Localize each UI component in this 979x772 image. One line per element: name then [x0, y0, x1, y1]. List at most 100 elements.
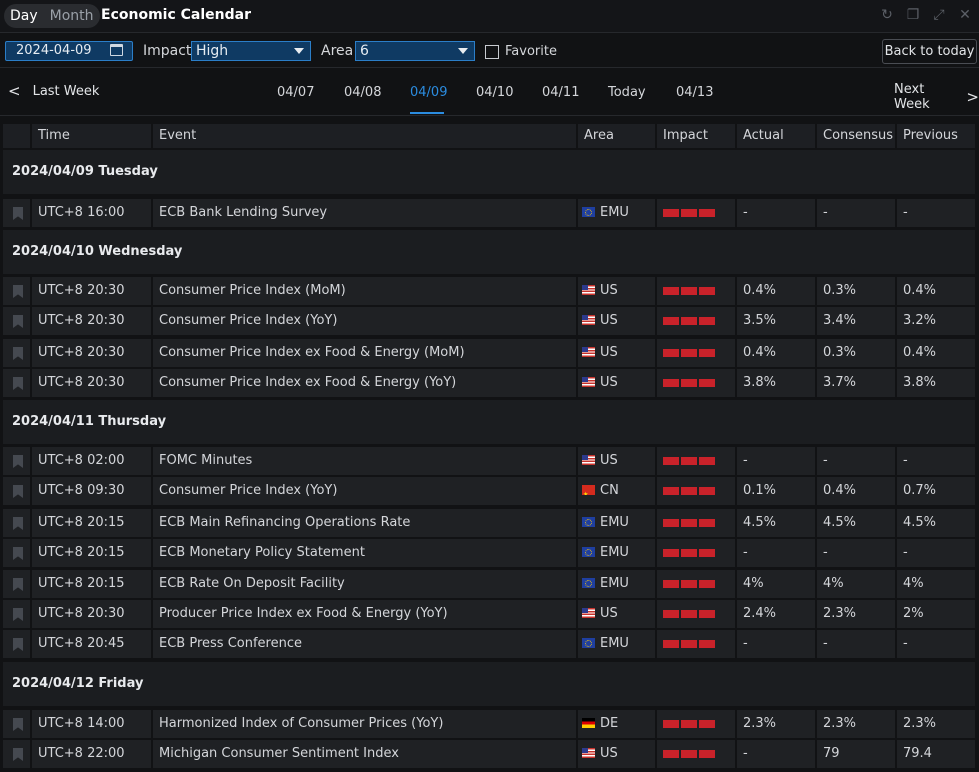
table-row[interactable]: UTC+8 20:30 Producer Price Index ex Food …: [3, 600, 975, 628]
bookmark-icon[interactable]: [13, 377, 23, 390]
favorite-label: Favorite: [505, 44, 557, 59]
table-row[interactable]: UTC+8 22:00 Michigan Consumer Sentiment I…: [3, 740, 975, 768]
impact-bar: [663, 287, 679, 295]
actual-cell: 0.4%: [737, 277, 817, 305]
event-cell[interactable]: Michigan Consumer Sentiment Index: [153, 740, 578, 768]
day-tab-today[interactable]: Today: [608, 85, 646, 100]
event-cell[interactable]: FOMC Minutes: [153, 447, 578, 475]
event-cell[interactable]: Consumer Price Index ex Food & Energy (M…: [153, 339, 578, 367]
date-picker[interactable]: 2024-04-09: [5, 41, 133, 61]
impact-select-value: High: [196, 43, 229, 59]
impact-bar: [681, 287, 697, 295]
impact-bar: [681, 580, 697, 588]
month-view-button[interactable]: Month: [49, 8, 94, 24]
refresh-icon[interactable]: ↻: [881, 7, 893, 23]
date-section-header: 2024/04/11 Thursday: [3, 400, 975, 444]
event-cell[interactable]: ECB Main Refinancing Operations Rate: [153, 509, 578, 537]
day-tab[interactable]: 04/13: [676, 85, 714, 100]
bookmark-cell: [3, 740, 32, 768]
consensus-cell: 3.7%: [817, 369, 897, 397]
impact-bar: [699, 487, 715, 495]
table-row[interactable]: UTC+8 20:30 Consumer Price Index ex Food …: [3, 369, 975, 397]
consensus-cell: 4%: [817, 570, 897, 598]
previous-cell: 4.5%: [897, 509, 975, 537]
impact-bar: [663, 549, 679, 557]
bookmark-icon[interactable]: [13, 207, 23, 220]
back-to-today-button[interactable]: Back to today: [882, 39, 977, 64]
checkbox-icon[interactable]: [485, 44, 499, 59]
day-view-button[interactable]: Day: [10, 8, 38, 24]
bookmark-icon[interactable]: [13, 455, 23, 468]
previous-cell: 3.8%: [897, 369, 975, 397]
event-cell[interactable]: ECB Press Conference: [153, 630, 578, 658]
event-cell[interactable]: ECB Rate On Deposit Facility: [153, 570, 578, 598]
impact-bar: [663, 209, 679, 217]
bookmark-icon[interactable]: [13, 285, 23, 298]
bookmark-icon[interactable]: [13, 608, 23, 621]
table-row[interactable]: UTC+8 14:00 Harmonized Index of Consumer …: [3, 710, 975, 738]
restore-icon[interactable]: ❐: [906, 7, 920, 23]
expand-icon[interactable]: ⤢: [933, 7, 945, 23]
bookmark-icon[interactable]: [13, 638, 23, 651]
consensus-cell: -: [817, 630, 897, 658]
close-icon[interactable]: ✕: [959, 7, 971, 23]
bookmark-icon[interactable]: [13, 485, 23, 498]
day-tab[interactable]: 04/10: [476, 85, 514, 100]
impact-bar: [681, 610, 697, 618]
bookmark-icon[interactable]: [13, 315, 23, 328]
day-tab[interactable]: 04/07: [277, 85, 315, 100]
impact-select[interactable]: High: [191, 41, 311, 61]
impact-cell: [657, 539, 737, 567]
impact-cell: [657, 740, 737, 768]
calendar-icon[interactable]: [110, 44, 123, 56]
event-cell[interactable]: Producer Price Index ex Food & Energy (Y…: [153, 600, 578, 628]
area-cell: EMU: [578, 570, 657, 598]
table-row[interactable]: UTC+8 20:15 ECB Main Refinancing Operatio…: [3, 509, 975, 537]
eu-flag-icon: [582, 207, 595, 217]
us-flag-icon: [582, 455, 595, 465]
us-flag-icon: [582, 285, 595, 295]
table-row[interactable]: UTC+8 16:00 ECB Bank Lending Survey EMU - - -: [3, 199, 975, 227]
consensus-cell: 79: [817, 740, 897, 768]
event-cell[interactable]: ECB Monetary Policy Statement: [153, 539, 578, 567]
bookmark-icon[interactable]: [13, 748, 23, 761]
bookmark-cell: [3, 477, 32, 505]
impact-bar: [681, 549, 697, 557]
event-cell[interactable]: ECB Bank Lending Survey: [153, 199, 578, 227]
table-row[interactable]: UTC+8 02:00 FOMC Minutes US - - -: [3, 447, 975, 475]
last-week-button[interactable]: < Last Week: [8, 82, 99, 100]
event-cell[interactable]: Consumer Price Index (MoM): [153, 277, 578, 305]
day-tab[interactable]: 04/11: [542, 85, 580, 100]
bookmark-icon[interactable]: [13, 547, 23, 560]
bookmark-icon[interactable]: [13, 517, 23, 530]
event-cell[interactable]: Consumer Price Index (YoY): [153, 477, 578, 505]
table-row[interactable]: UTC+8 20:30 Consumer Price Index ex Food …: [3, 339, 975, 367]
event-cell[interactable]: Harmonized Index of Consumer Prices (YoY…: [153, 710, 578, 738]
header-event: Event: [153, 124, 578, 148]
day-tab[interactable]: 04/08: [344, 85, 382, 100]
consensus-cell: 4.5%: [817, 509, 897, 537]
bookmark-cell: [3, 199, 32, 227]
table-row[interactable]: UTC+8 20:45 ECB Press Conference EMU - - -: [3, 630, 975, 658]
bookmark-icon[interactable]: [13, 578, 23, 591]
table-row[interactable]: UTC+8 20:15 ECB Monetary Policy Statement…: [3, 539, 975, 567]
day-tab-active[interactable]: 04/09: [410, 85, 448, 100]
table-row[interactable]: UTC+8 20:30 Consumer Price Index (MoM) US 0…: [3, 277, 975, 305]
last-week-label: Last Week: [32, 83, 100, 99]
bookmark-icon[interactable]: [13, 718, 23, 731]
area-code: CN: [600, 483, 619, 498]
table-row[interactable]: UTC+8 20:30 Consumer Price Index (YoY) US 3…: [3, 307, 975, 335]
us-flag-icon: [582, 608, 595, 618]
table-row[interactable]: UTC+8 20:15 ECB Rate On Deposit Facility E…: [3, 570, 975, 598]
event-cell[interactable]: Consumer Price Index ex Food & Energy (Y…: [153, 369, 578, 397]
area-select[interactable]: 6: [355, 41, 475, 61]
favorite-checkbox[interactable]: Favorite: [485, 44, 557, 59]
area-cell: EMU: [578, 199, 657, 227]
impact-bar: [663, 750, 679, 758]
bookmark-icon[interactable]: [13, 347, 23, 360]
event-cell[interactable]: Consumer Price Index (YoY): [153, 307, 578, 335]
actual-cell: 2.3%: [737, 710, 817, 738]
bookmark-cell: [3, 570, 32, 598]
next-week-button[interactable]: Next Week >: [894, 82, 979, 112]
